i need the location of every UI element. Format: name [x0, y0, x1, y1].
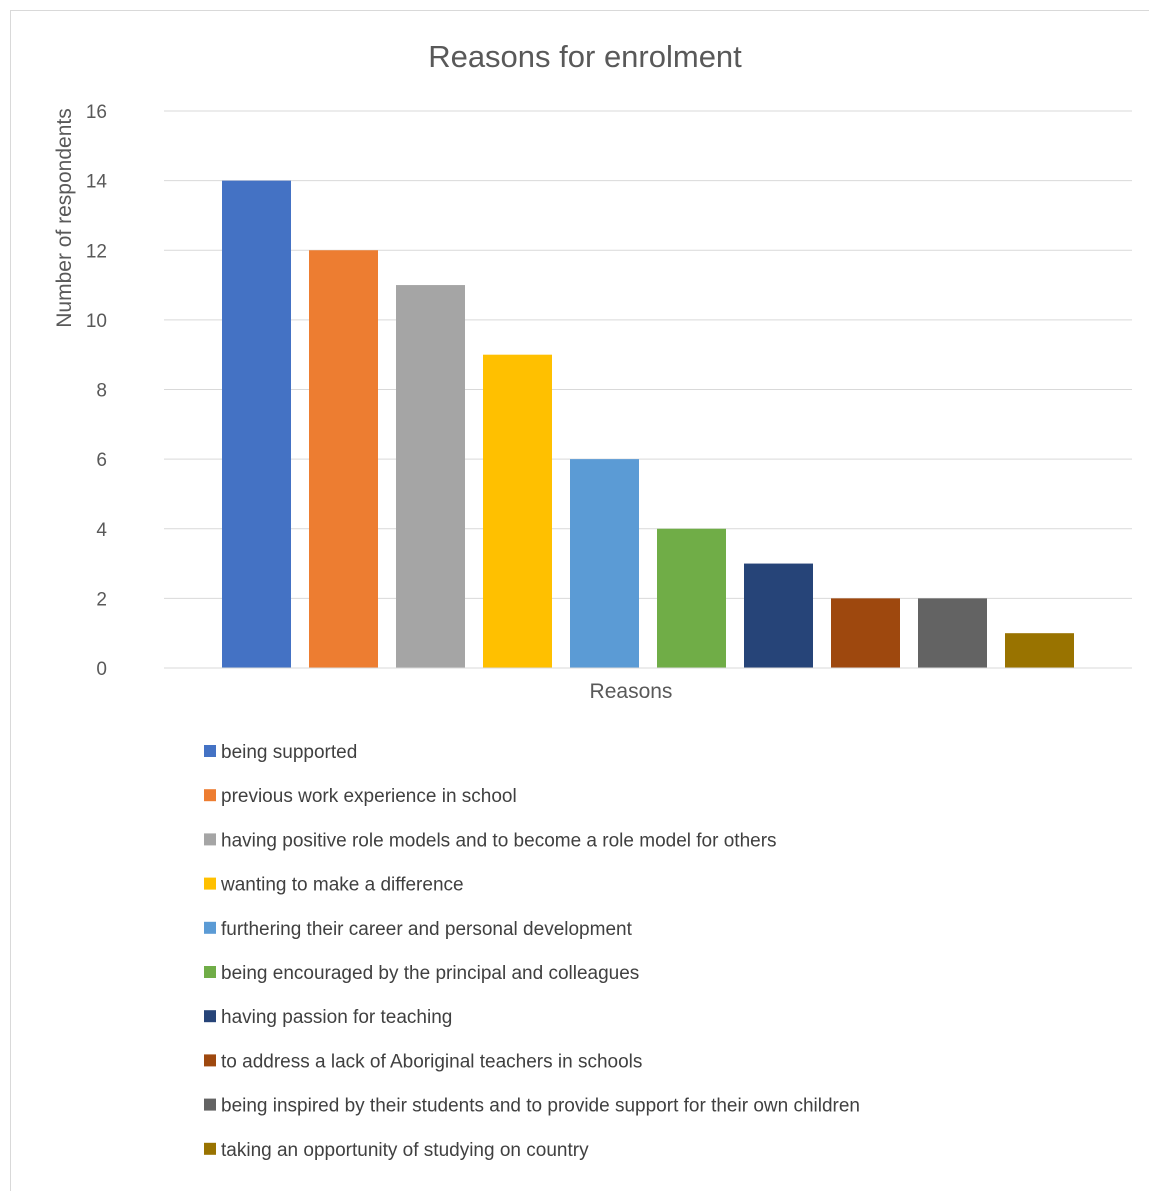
bar-3: [396, 285, 465, 668]
legend: being supported previous work experience …: [204, 742, 860, 1161]
legend-swatch: [204, 1010, 216, 1023]
legend-swatch: [204, 966, 216, 978]
legend-swatch: [204, 789, 216, 802]
bar-9: [918, 598, 987, 668]
y-tick-label: 0: [96, 659, 107, 680]
legend-label: having passion for teaching: [221, 1007, 452, 1028]
bar-8: [831, 598, 900, 668]
legend-label: being inspired by their students and to …: [221, 1096, 860, 1117]
legend-swatch: [204, 1098, 216, 1111]
legend-swatch: [204, 921, 216, 934]
y-tick-label: 14: [86, 172, 108, 193]
y-axis-tick-labels: 0 2 4 6 8 10 12 14 16: [86, 102, 108, 680]
y-tick-label: 6: [96, 450, 107, 471]
legend-swatch: [204, 833, 216, 846]
y-tick-label: 4: [96, 520, 107, 541]
x-axis-title: Reasons: [590, 680, 673, 703]
legend-label: having positive role models and to becom…: [221, 830, 777, 851]
legend-label: wanting to make a difference: [220, 875, 464, 896]
bar-10: [1005, 633, 1074, 668]
bar-5: [570, 459, 639, 668]
chart-title: Reasons for enrolment: [428, 39, 742, 74]
y-tick-label: 8: [96, 381, 107, 402]
bar-7: [744, 563, 813, 668]
bars: [222, 180, 1074, 668]
legend-swatch: [204, 1142, 216, 1155]
y-tick-label: 16: [86, 102, 107, 123]
bar-chart: 0 2 4 6 8 10 12 14 16 Reasons for enrolment Numb…: [53, 39, 1132, 1161]
bar-2: [309, 250, 378, 668]
legend-swatch: [204, 877, 216, 890]
legend-swatch: [204, 1054, 216, 1067]
legend-label: being supported: [221, 742, 357, 763]
bar-1: [222, 180, 291, 668]
y-axis-title: Number of respondents: [53, 108, 76, 327]
legend-label: taking an opportunity of studying on cou…: [221, 1140, 589, 1161]
bar-6: [657, 528, 726, 668]
bar-4: [483, 354, 552, 668]
y-tick-label: 2: [96, 589, 107, 610]
legend-label: previous work experience in school: [221, 786, 517, 807]
legend-label: furthering their career and personal dev…: [221, 919, 633, 940]
y-tick-label: 12: [86, 241, 107, 262]
chart-frame: 0 2 4 6 8 10 12 14 16 Reasons for enrolment Numb…: [10, 10, 1149, 1191]
legend-label: to address a lack of Aboriginal teachers…: [221, 1051, 642, 1072]
y-tick-label: 10: [86, 311, 107, 332]
legend-swatch: [204, 745, 216, 757]
legend-label: being encouraged by the principal and co…: [221, 963, 639, 984]
